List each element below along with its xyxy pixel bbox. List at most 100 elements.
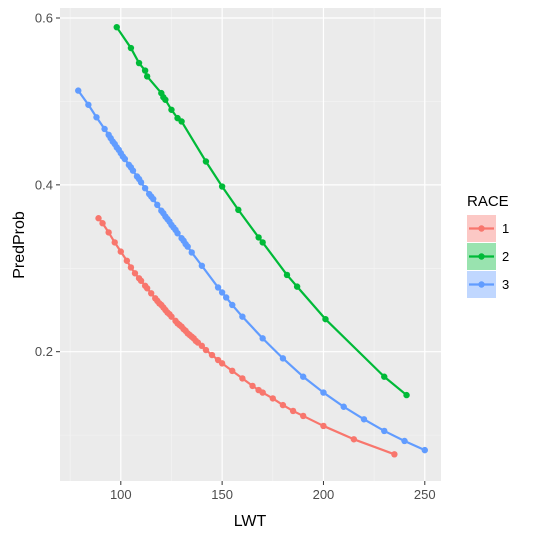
series-3-point xyxy=(214,284,222,291)
legend-item-1: 1 xyxy=(467,215,509,242)
series-3-point xyxy=(154,201,161,209)
series-1-point xyxy=(279,401,287,409)
series-3-point xyxy=(340,403,347,410)
series-3-point xyxy=(141,184,149,192)
series-1-point xyxy=(143,285,151,292)
series-1-point xyxy=(229,367,236,375)
series-3 xyxy=(75,87,428,454)
series-1-point xyxy=(239,375,246,382)
legend-label-2: 2 xyxy=(502,249,509,264)
series-3-point xyxy=(75,87,82,94)
series-2-point xyxy=(127,44,135,52)
series-1-point xyxy=(105,229,112,236)
series-2-point xyxy=(322,315,329,323)
y-axis-title: PredProb xyxy=(11,211,28,279)
series-1-point xyxy=(99,220,106,227)
series-3-point xyxy=(188,249,195,256)
series-1-point xyxy=(137,277,145,284)
series-3-point xyxy=(229,301,236,309)
series-2-point xyxy=(202,158,210,165)
y-tick-label: 0.6 xyxy=(35,11,53,26)
series-2-point xyxy=(259,239,266,246)
series-1-point xyxy=(131,270,139,277)
series-3-point xyxy=(299,373,307,380)
series-3-point xyxy=(137,179,145,186)
series-2-point xyxy=(168,106,175,113)
series-2-point xyxy=(113,23,120,31)
series-1-point xyxy=(350,436,358,443)
series-3-point xyxy=(129,167,137,174)
series-2-point xyxy=(381,373,388,380)
series-3-point xyxy=(93,114,100,121)
x-axis-title: LWT xyxy=(234,513,267,530)
series-2-point xyxy=(403,391,410,399)
series-1-point xyxy=(289,407,297,415)
series-1-point xyxy=(117,248,124,255)
legend-key-point-1 xyxy=(478,225,485,232)
legend-item-3: 3 xyxy=(467,271,509,298)
series-3-point xyxy=(174,230,181,237)
x-tick-label: 150 xyxy=(211,487,233,502)
series-2-point xyxy=(141,67,149,74)
series-3-point xyxy=(222,294,230,301)
series-3-point xyxy=(259,335,266,342)
series-2-point xyxy=(218,183,226,190)
series-1-point xyxy=(269,395,276,402)
legend-title: RACE xyxy=(467,193,509,210)
x-tick-label: 250 xyxy=(414,487,436,502)
series-1-point xyxy=(123,257,131,264)
series-1-point xyxy=(147,290,155,297)
legend-label-1: 1 xyxy=(502,221,509,236)
series-1-point xyxy=(320,422,327,430)
series-3-point xyxy=(198,262,206,269)
series-3-point xyxy=(401,437,408,445)
series-1-point xyxy=(168,313,175,320)
series-3-point xyxy=(85,101,92,108)
tick-labels: 100 150 200 250 0.2 0.4 0.6 xyxy=(35,11,436,502)
series-2-point xyxy=(283,271,291,279)
axis-ticks xyxy=(56,17,426,485)
series-2-point xyxy=(162,96,169,103)
series-2 xyxy=(113,23,410,399)
x-tick-label: 200 xyxy=(313,487,335,502)
series-3-point xyxy=(279,355,287,362)
series-2-point xyxy=(293,283,301,290)
series-3-point xyxy=(360,416,368,423)
y-tick-label: 0.2 xyxy=(35,344,53,359)
series-1-point xyxy=(391,451,398,458)
series-3-point xyxy=(421,446,428,454)
series-layer xyxy=(75,23,428,458)
series-1-point xyxy=(198,342,206,350)
series-3-point xyxy=(184,243,191,250)
series-3-point xyxy=(239,313,246,320)
series-3-point xyxy=(218,289,226,296)
series-1-point xyxy=(259,389,266,396)
legend-key-point-2 xyxy=(478,253,485,260)
series-1-point xyxy=(202,346,210,354)
series-1-point xyxy=(127,264,135,271)
series-1-point xyxy=(95,215,102,222)
series-3-point xyxy=(381,427,388,435)
series-3-point xyxy=(101,125,108,133)
series-3-point xyxy=(320,389,327,396)
series-3-point xyxy=(121,155,129,163)
legend-item-2: 2 xyxy=(467,243,509,270)
grid-minor xyxy=(60,8,441,481)
series-1-point xyxy=(299,412,307,420)
x-tick-label: 100 xyxy=(110,487,132,502)
legend-label-3: 3 xyxy=(502,277,509,292)
series-1-point xyxy=(111,239,118,246)
legend-key-point-3 xyxy=(478,281,485,288)
y-tick-label: 0.4 xyxy=(35,177,53,192)
series-1-point xyxy=(218,360,226,367)
series-1 xyxy=(95,215,398,458)
plot-panel xyxy=(60,8,441,481)
series-1-point xyxy=(249,382,256,390)
series-2-point xyxy=(255,234,262,241)
series-3-point xyxy=(150,195,157,203)
series-2-point xyxy=(135,59,143,67)
grid-major xyxy=(60,8,441,481)
series-2-point xyxy=(235,206,242,214)
